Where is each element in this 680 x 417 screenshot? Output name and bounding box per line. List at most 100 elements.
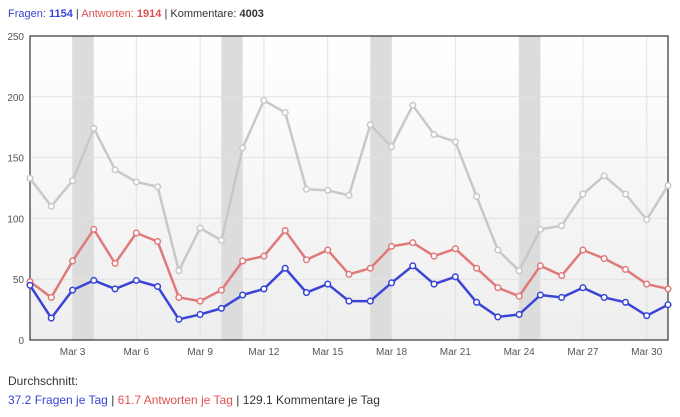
antworten-point [217,286,225,294]
average-summary: 37.2 Fragen je Tag | 61.7 Antworten je T… [8,393,380,407]
fragen-point [90,276,98,284]
antworten-point [111,259,119,267]
questions-count: 1154 [48,8,73,20]
antworten-point [387,242,396,250]
fragen-point [494,313,502,321]
plot-background [30,36,668,340]
fragen-point [600,293,608,301]
antworten-point [281,227,289,235]
kommentare-point [387,143,396,151]
kommentare-point [111,166,119,174]
kommentare-point [558,222,566,230]
x-tick-label: Mar 6 [124,347,150,358]
x-tick-label: Mar 3 [60,347,86,358]
antworten-point [473,264,481,272]
fragen-point [536,291,544,299]
fragen-point [451,273,459,281]
x-tick-label: Mar 27 [567,347,599,358]
weekend-band [519,36,541,340]
x-tick-label: Mar 9 [187,347,213,358]
kommentare-point [366,121,374,129]
antworten-point [430,252,438,260]
kommentare-point [451,138,459,146]
y-tick-label: 50 [13,275,25,286]
y-tick-label: 250 [7,32,24,43]
antworten-point [451,245,459,253]
kommentare-point [324,186,332,194]
fragen-point [302,289,311,297]
separator: | [164,8,168,20]
antworten-point [68,257,77,265]
antworten-point [154,237,162,246]
kommentare-point [409,101,417,109]
answers-count: 1914 [136,8,162,20]
kommentare-point [26,174,34,182]
antworten-point [324,246,332,254]
fragen-point [154,282,162,291]
antworten-point [494,284,502,292]
kommentare-point [345,191,353,199]
fragen-point [324,280,332,288]
kommentare-point [196,224,204,232]
fragen-point [217,304,225,312]
kommentare-point [643,216,651,224]
kommentare-point [260,96,268,104]
kommentare-point [154,183,162,191]
antworten-point [558,272,566,280]
antworten-point [579,246,587,254]
fragen-point [430,280,438,288]
fragen-point [643,312,651,320]
kommentare-point [175,267,183,275]
x-tick-label: Mar 21 [440,347,472,358]
fragen-point [621,298,630,306]
fragen-point [515,310,523,319]
fragen-point [473,298,481,306]
kommentare-point [515,267,523,275]
kommentare-point [90,124,98,132]
kommentare-point [600,172,608,180]
comments-count: 4003 [239,8,264,20]
kommentare-point [536,225,544,233]
kommentare-point [217,236,225,244]
fragen-point [111,285,119,293]
separator: | [75,8,79,20]
fragen-point [579,284,587,292]
fragen-point [239,291,247,299]
antworten-point [90,225,98,233]
questions-label: Fragen: [8,8,46,20]
antworten-point [515,292,523,300]
x-tick-label: Mar 12 [248,347,280,358]
antworten-point [239,257,247,265]
kommentare-point [68,177,77,185]
antworten-point [260,252,268,260]
fragen-point [558,293,566,301]
antworten-point [175,293,183,301]
fragen-point [366,297,374,305]
kommentare-point [494,246,502,254]
antworten-point [409,239,417,247]
kommentare-point [132,178,140,186]
kommentare-point [621,190,630,198]
answers-label: Antworten: [81,8,134,20]
fragen-point [387,279,396,287]
antworten-point [664,285,672,293]
separator: | [111,393,115,407]
weekend-band [72,36,94,340]
kommentare-point [579,190,587,198]
kommentare-point [239,144,247,152]
fragen-point [47,314,55,322]
x-tick-label: Mar 18 [376,347,408,358]
kommentare-point [281,109,289,117]
questions-per-day: 37.2 Fragen je Tag [8,393,108,407]
fragen-point [260,285,268,293]
activity-line-chart: 0 50 100 150 200 250 Mar 3 Mar 6 Mar 9 Mar 12 Mar … [7,32,672,358]
answers-per-day: 61.7 Antworten je Tag [117,393,233,407]
fragen-point [132,276,140,284]
weekend-band [221,36,243,340]
x-tick-label: Mar 24 [504,347,536,358]
kommentare-point [47,202,55,210]
fragen-point [409,262,417,270]
fragen-point [68,286,77,294]
x-tick-label: Mar 30 [631,347,663,358]
antworten-point [47,293,55,301]
